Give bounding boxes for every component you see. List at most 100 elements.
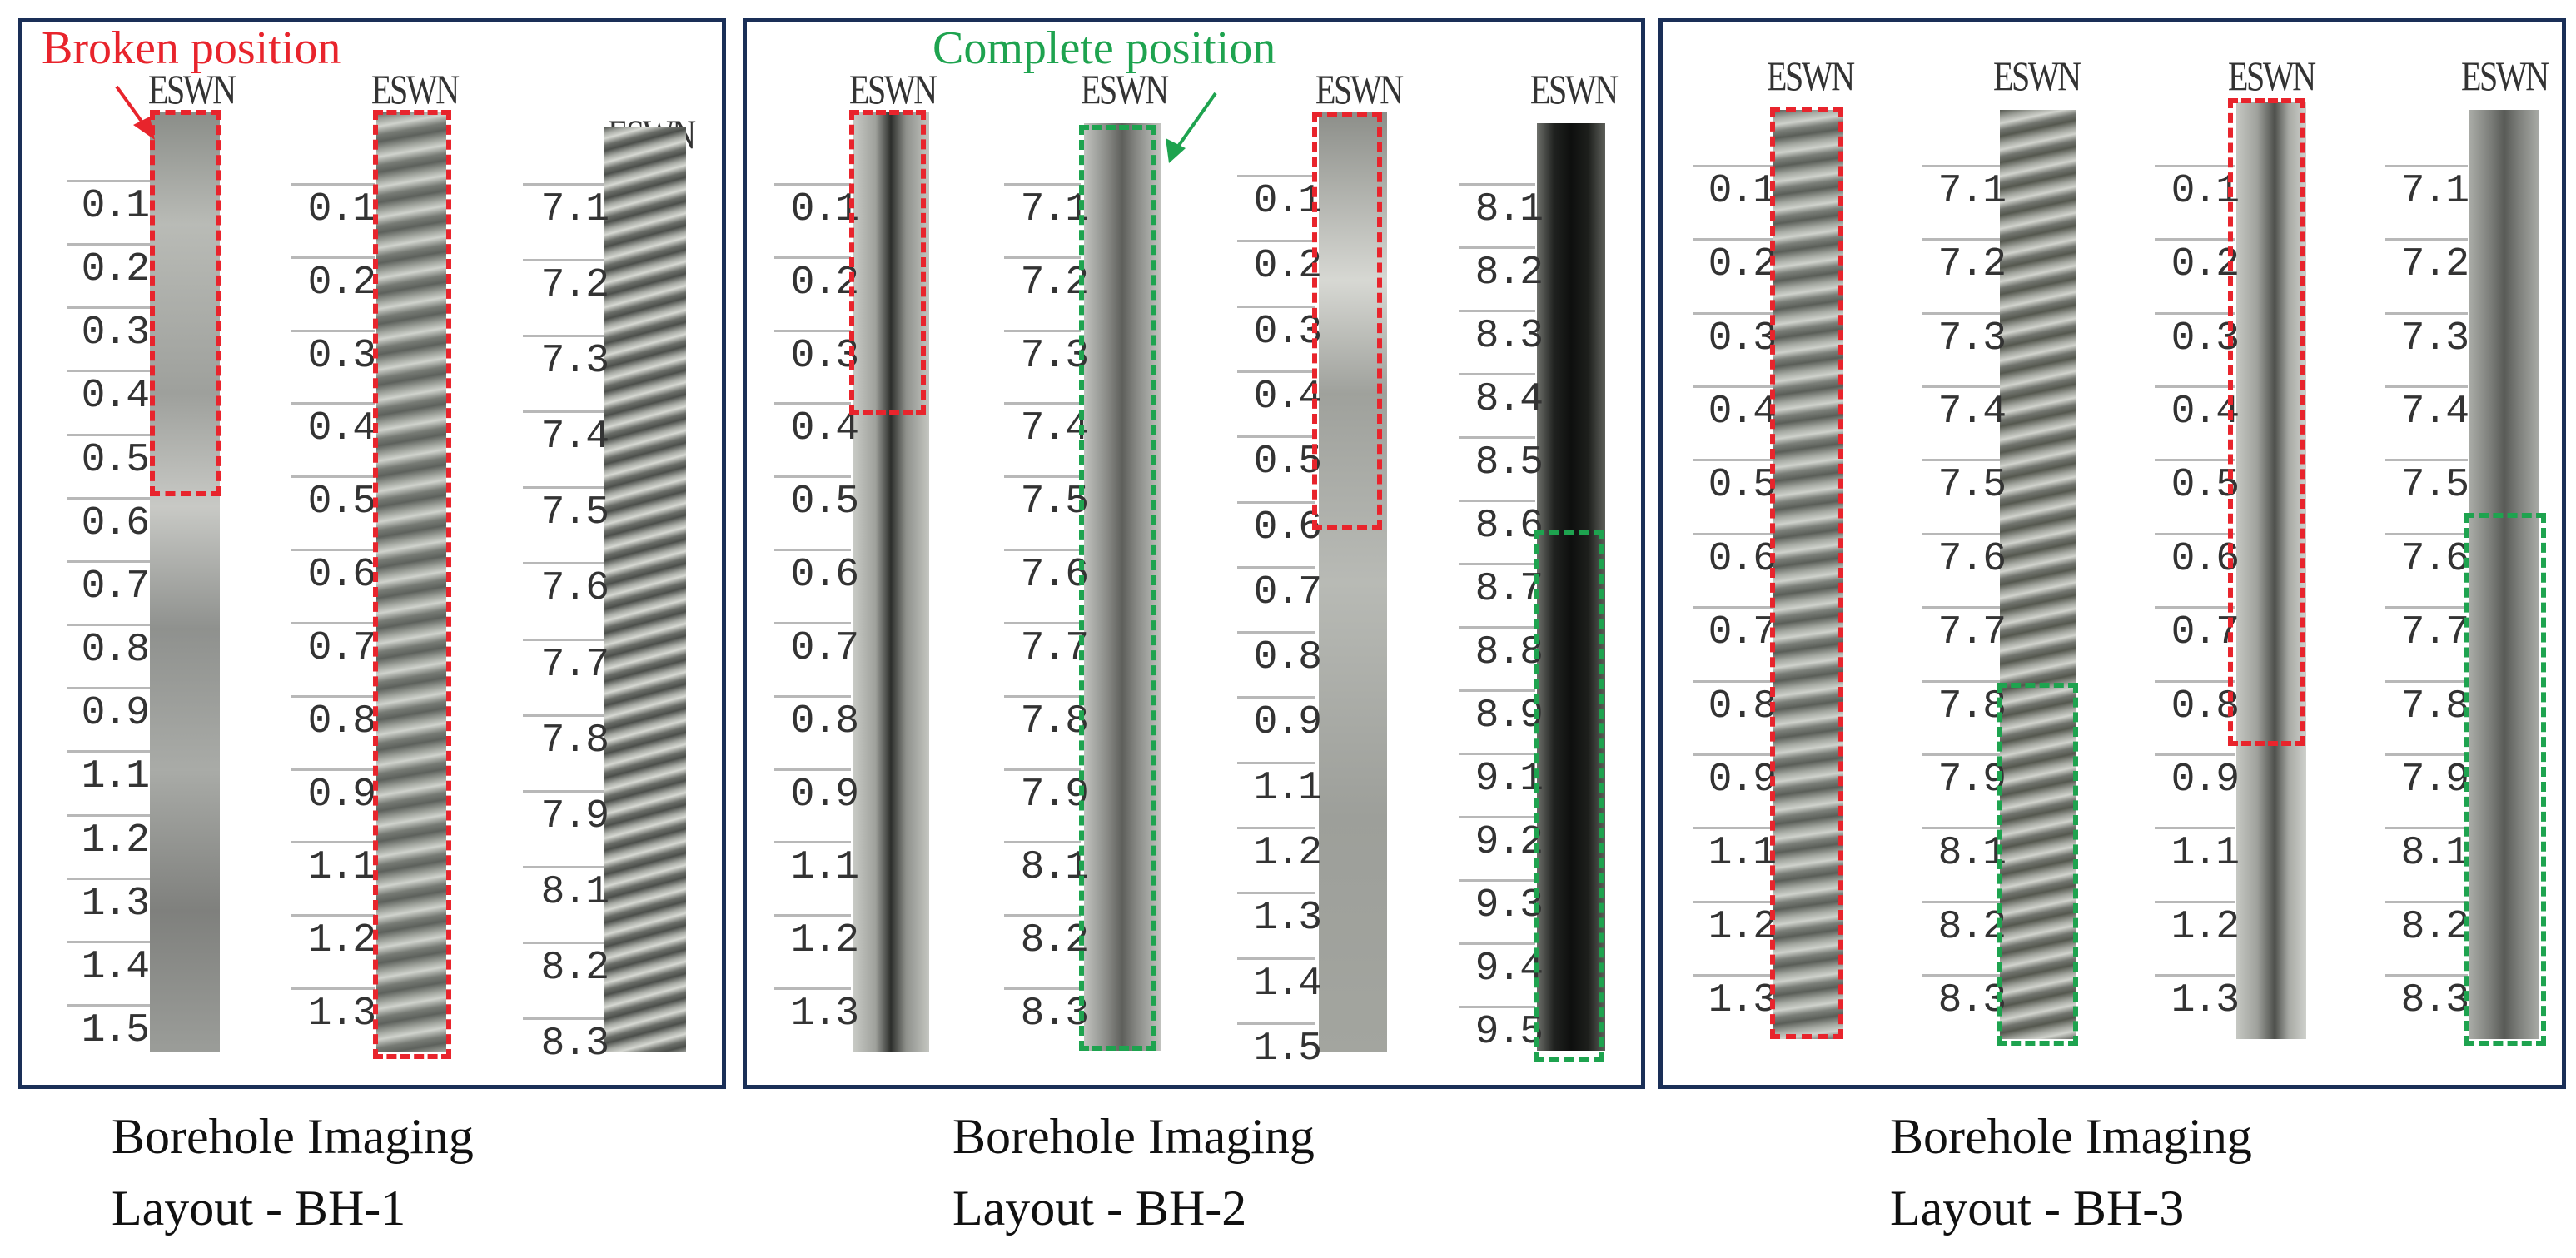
- depth-label: 8.3: [540, 1022, 609, 1067]
- depth-tick: [1922, 165, 2000, 167]
- depth-tick: [1237, 500, 1315, 504]
- depth-tick: [2155, 974, 2235, 977]
- depth-tick: [2385, 679, 2468, 683]
- depth-label: 1.3: [2171, 978, 2240, 1023]
- caption-line: Borehole Imaging: [952, 1109, 1315, 1164]
- depth-label: 0.9: [790, 772, 859, 818]
- depth-tick: [1004, 987, 1081, 990]
- depth-label: 8.2: [540, 945, 609, 991]
- depth-label: 0.3: [307, 333, 376, 379]
- depth-tick: [523, 941, 604, 944]
- depth-tick: [2155, 459, 2235, 462]
- depth-tick: [1004, 841, 1081, 844]
- depth-tick: [1693, 165, 1773, 167]
- broken-position-box: [150, 110, 221, 496]
- depth-label: 0.2: [81, 247, 150, 293]
- depth-label: 7.8: [1020, 699, 1089, 744]
- depth-label: 7.7: [1020, 625, 1089, 671]
- depth-tick: [67, 813, 150, 817]
- depth-tick: [1459, 942, 1535, 945]
- depth-tick: [1922, 974, 2000, 977]
- caption-line: Layout - BH-1: [112, 1181, 406, 1236]
- depth-tick: [1922, 900, 2000, 903]
- depth-label: 1.1: [307, 845, 376, 891]
- depth-tick: [1459, 689, 1535, 692]
- depth-tick: [1004, 402, 1081, 405]
- depth-label: 8.1: [1937, 831, 2007, 877]
- depth-tick: [291, 183, 375, 186]
- complete-position-label: Complete position: [932, 22, 1276, 74]
- depth-tick: [774, 987, 851, 990]
- depth-tick: [523, 714, 604, 717]
- depth-tick: [1922, 827, 2000, 830]
- depth-label: 1.1: [1253, 765, 1322, 811]
- depth-tick: [67, 940, 150, 943]
- depth-label: 0.2: [1708, 242, 1777, 288]
- depth-tick: [1004, 768, 1081, 771]
- depth-tick: [523, 183, 604, 186]
- complete-position-box: [1997, 683, 2078, 1046]
- complete-position-box: [1079, 125, 1156, 1051]
- borehole-image-strip: [2000, 110, 2076, 1039]
- depth-tick: [1237, 565, 1315, 569]
- depth-tick: [291, 694, 375, 698]
- depth-tick: [1693, 753, 1773, 756]
- depth-label: 1.4: [81, 944, 150, 990]
- depth-tick: [2155, 311, 2235, 315]
- depth-label: 8.1: [540, 869, 609, 915]
- depth-label: 7.8: [2400, 684, 2469, 729]
- caption-bh-1: Borehole Imaging Layout - BH-1: [112, 1101, 474, 1244]
- depth-tick: [1922, 459, 2000, 462]
- depth-label: 7.1: [1020, 187, 1089, 232]
- depth-tick: [523, 486, 604, 490]
- depth-tick: [67, 306, 150, 310]
- depth-tick: [2385, 238, 2468, 241]
- depth-tick: [1459, 1006, 1535, 1008]
- depth-label: 0.7: [790, 625, 859, 671]
- depth-tick: [291, 329, 375, 332]
- column-header: ESWN: [1530, 66, 1619, 112]
- depth-tick: [2385, 311, 2468, 315]
- depth-label: 7.6: [2400, 536, 2469, 582]
- depth-tick: [2385, 900, 2468, 903]
- borehole-image-strip: [2469, 110, 2539, 1039]
- depth-label: 0.5: [1708, 463, 1777, 509]
- depth-label: 0.1: [1253, 179, 1322, 224]
- depth-label: 0.9: [2171, 757, 2240, 803]
- depth-tick: [1693, 900, 1773, 903]
- depth-tick: [1004, 694, 1081, 698]
- column-header: ESWN: [2228, 52, 2316, 99]
- depth-label: 1.3: [81, 881, 150, 927]
- depth-tick: [1237, 240, 1315, 243]
- depth-label: 0.1: [1708, 169, 1777, 214]
- depth-label: 0.2: [790, 260, 859, 306]
- caption-line: Layout - BH-3: [1890, 1181, 2185, 1236]
- depth-tick: [2385, 606, 2468, 609]
- depth-label: 0.4: [1253, 374, 1322, 420]
- depth-label: 1.2: [790, 918, 859, 964]
- depth-tick: [2155, 827, 2235, 830]
- depth-tick: [774, 475, 851, 479]
- depth-tick: [774, 183, 851, 186]
- borehole-image-strip: [1084, 123, 1161, 1051]
- depth-label: 1.3: [1708, 978, 1777, 1023]
- depth-label: 7.7: [2400, 610, 2469, 656]
- depth-label: 0.3: [81, 311, 150, 356]
- depth-label: 1.1: [2171, 831, 2240, 877]
- borehole-image-strip: [376, 112, 446, 1052]
- depth-tick: [2385, 385, 2468, 389]
- depth-label: 7.6: [540, 566, 609, 612]
- depth-label: 7.7: [1937, 610, 2007, 656]
- borehole-image-strip: [853, 112, 929, 1052]
- depth-tick: [774, 914, 851, 917]
- depth-tick: [1693, 606, 1773, 609]
- complete-arrow: [1166, 92, 1217, 163]
- depth-label: 7.3: [1937, 316, 2007, 361]
- depth-tick: [291, 549, 375, 552]
- depth-label: 7.5: [540, 490, 609, 536]
- depth-tick: [774, 694, 851, 698]
- depth-tick: [291, 475, 375, 479]
- broken-position-box: [1770, 107, 1843, 1039]
- depth-tick: [67, 624, 150, 627]
